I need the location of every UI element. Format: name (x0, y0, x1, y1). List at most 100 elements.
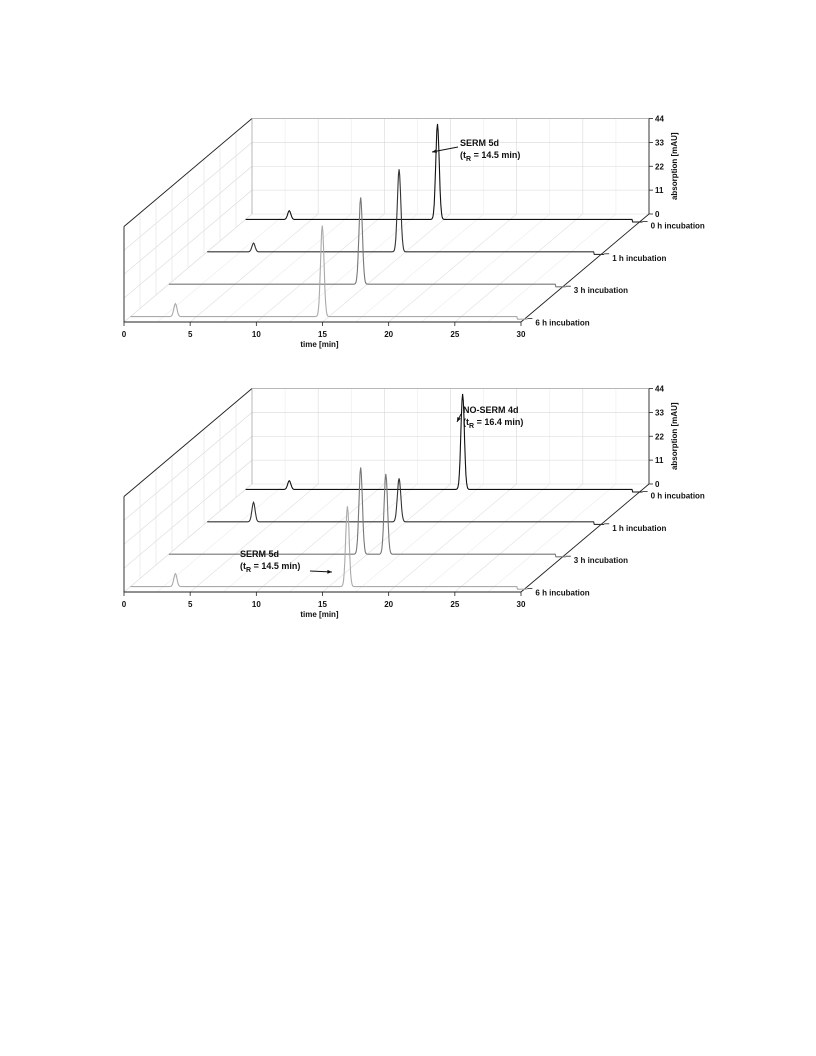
x-tick-label: 20 (384, 600, 393, 609)
x-tick-label: 10 (252, 600, 261, 609)
chart-panel-1: 0 5 10 15 20 25 30 time [min] 0 11 22 33 44 absorptio… (122, 115, 705, 349)
y-tick-label: 11 (655, 186, 664, 195)
floor-gridline (123, 483, 253, 593)
floor-gridline-minor (223, 213, 352, 323)
y-axis-title: absorption [mAU] (670, 402, 679, 470)
y-tick-label: 33 (655, 408, 664, 417)
floor-gridline-minor (355, 483, 484, 593)
annotation-subscript: R (469, 423, 474, 430)
annotation-retention-time: (tR = 14.5 min) (240, 561, 300, 574)
trace-0 (245, 393, 643, 493)
x-tick-label: 5 (188, 600, 193, 609)
floor-gridline-minor (355, 213, 484, 323)
annotation-retention-time: (tR = 16.4 min) (463, 417, 523, 430)
floor-gridline-minor (289, 213, 418, 323)
annotation-subscript: R (246, 567, 251, 574)
x-ticks (123, 592, 522, 596)
floor-gridline-minor (421, 213, 550, 323)
peak-annotation-1: NO-SERM 4d (tR = 16.4 min) (456, 405, 523, 430)
trace-2 (168, 197, 566, 288)
floor-gridline (189, 483, 319, 593)
annotation-paren: ( (460, 150, 463, 160)
x-tick-label: 5 (188, 330, 193, 339)
floor-gridline-minor (487, 213, 617, 323)
floor-gridline (123, 213, 253, 323)
floor-gridline-minor (487, 483, 617, 593)
depth-axis-line (520, 213, 650, 323)
annotation-compound: NO-SERM 4d (463, 405, 519, 415)
annotation-subscript: R (466, 156, 471, 163)
depth-category-label: 6 h incubation (535, 319, 589, 328)
annotation-rest: = 16.4 min) (474, 417, 523, 427)
depth-category-label: 3 h incubation (574, 286, 628, 295)
left-top-edge (123, 118, 253, 227)
x-ticks (123, 322, 522, 326)
x-tick-label: 25 (450, 330, 459, 339)
annotation-retention-time: (tR = 14.5 min) (460, 150, 520, 163)
annotation-arrow-head (327, 569, 332, 574)
x-tick-label: 30 (517, 330, 526, 339)
depth-category-label: 0 h incubation (651, 221, 705, 230)
trace-1 (207, 169, 605, 255)
floor-gridline-minor (156, 483, 286, 593)
x-tick-label: 30 (517, 600, 526, 609)
floor-gridline-minor (156, 213, 286, 323)
floor-gridline (322, 213, 451, 323)
annotation-compound: SERM 5d (460, 138, 499, 148)
depth-category-label: 0 h incubation (651, 491, 705, 500)
x-tick-label: 10 (252, 330, 261, 339)
chart-panel-2: 0 5 10 15 20 25 30 time [min] 0 11 22 33 44 absorptio… (122, 385, 705, 619)
floor-gridline (454, 483, 584, 593)
floor-gridline (256, 483, 385, 593)
y-axis-title: absorption [mAU] (670, 132, 679, 200)
y-tick-label: 44 (655, 115, 664, 124)
axis-frame (123, 118, 650, 323)
depth-category-label: 3 h incubation (574, 556, 628, 565)
annotation-arrow-head (432, 149, 437, 154)
annotation-t: t (243, 561, 246, 571)
y-tick-label: 33 (655, 138, 664, 147)
depth-category-label: 6 h incubation (535, 589, 589, 598)
x-axis-title: time [min] (300, 610, 339, 619)
depth-axis-line (520, 483, 650, 593)
grid-lines (123, 118, 650, 323)
y-tick-label: 0 (655, 210, 660, 219)
depth-category-label: 1 h incubation (612, 254, 666, 263)
annotation-arrow-head (457, 417, 461, 422)
annotation-t: t (466, 417, 469, 427)
floor-gridline-minor (289, 483, 418, 593)
x-tick-label: 0 (122, 330, 127, 339)
peak-annotation-2: SERM 5d (tR = 14.5 min) (240, 549, 333, 574)
y-tick-label: 22 (655, 432, 664, 441)
floor-gridline-minor (223, 483, 352, 593)
floor-gridline (388, 483, 517, 593)
x-tick-label: 0 (122, 600, 127, 609)
floor-gridline (388, 213, 517, 323)
annotation-paren: ( (240, 561, 243, 571)
floor-gridline (454, 213, 584, 323)
y-tick-label: 22 (655, 162, 664, 171)
trace-0 (245, 123, 643, 223)
x-tick-label: 25 (450, 600, 459, 609)
annotation-paren: ( (463, 417, 466, 427)
trace-3 (130, 225, 528, 320)
y-tick-label: 0 (655, 480, 660, 489)
x-tick-label: 15 (318, 600, 327, 609)
left-top-edge (123, 388, 253, 497)
depth-category-label: 1 h incubation (612, 524, 666, 533)
annotation-t: t (463, 150, 466, 160)
floor-gridline (322, 483, 451, 593)
peak-annotation-1: SERM 5d (tR = 14.5 min) (431, 138, 520, 163)
trace-3 (130, 506, 528, 590)
x-tick-label: 20 (384, 330, 393, 339)
y-tick-label: 44 (655, 385, 664, 394)
x-axis-title: time [min] (300, 340, 339, 349)
trace-1 (207, 478, 605, 525)
annotation-compound: SERM 5d (240, 549, 279, 559)
x-tick-label: 15 (318, 330, 327, 339)
annotation-rest: = 14.5 min) (251, 561, 300, 571)
floor-gridline (189, 213, 319, 323)
trace-2 (168, 467, 566, 558)
